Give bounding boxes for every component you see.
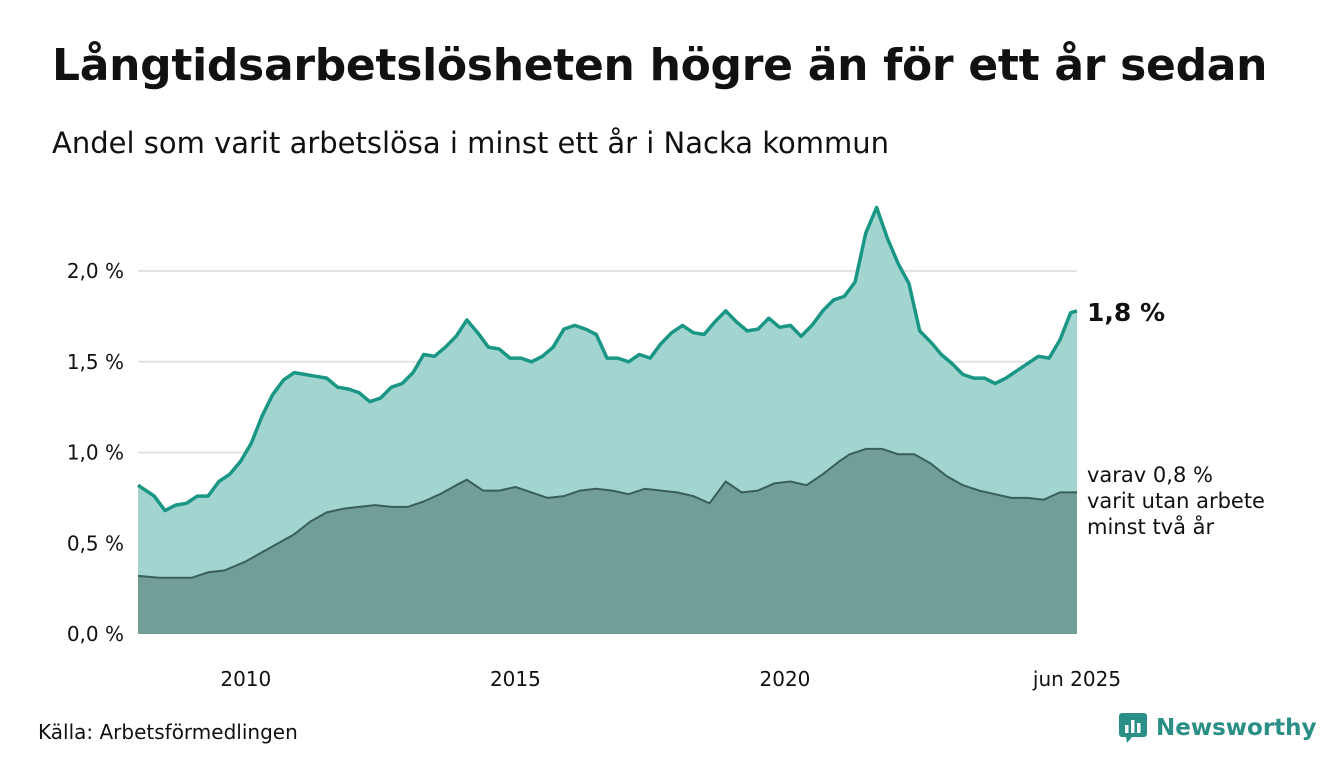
axis-labels: 0,0 % 0,5 % 1,0 % 1,5 % 2,0 % 2010 2015 2020 jun… xyxy=(67,259,1121,691)
chart-title: Långtidsarbetslösheten högre än för ett … xyxy=(52,40,1268,91)
sub-annotation-line-3: minst två år xyxy=(1087,514,1215,539)
source-label: Källa: Arbetsförmedlingen xyxy=(38,720,298,744)
area-min-two-years xyxy=(138,448,1077,634)
sub-annotation-line-2: varit utan arbete xyxy=(1087,489,1265,513)
y-tick-label: 1,0 % xyxy=(67,441,124,465)
y-tick-label: 1,5 % xyxy=(67,350,124,374)
brand-logo: Newsworthy xyxy=(1118,712,1317,744)
line-min-two-years xyxy=(137,447,1077,579)
chart-areas xyxy=(137,205,1078,634)
line-min-one-year xyxy=(137,205,1078,513)
brand-name: Newsworthy xyxy=(1156,715,1317,741)
chart-subtitle: Andel som varit arbetslösa i minst ett å… xyxy=(52,126,889,160)
end-value-label: 1,8 % xyxy=(1087,298,1165,327)
y-tick-label: 2,0 % xyxy=(67,259,124,283)
x-tick-label: 2015 xyxy=(490,667,541,691)
y-tick-label: 0,0 % xyxy=(67,622,124,646)
x-tick-label: jun 2025 xyxy=(1032,667,1121,691)
y-tick-label: 0,5 % xyxy=(67,531,124,555)
x-tick-label: 2010 xyxy=(220,667,271,691)
annotations: 1,8 % varav 0,8 % varit utan arbete mins… xyxy=(1087,298,1265,539)
sub-annotation-line-1: varav 0,8 % xyxy=(1087,463,1213,487)
bar-chart-logo-icon xyxy=(1119,713,1147,743)
x-tick-label: 2020 xyxy=(760,667,811,691)
